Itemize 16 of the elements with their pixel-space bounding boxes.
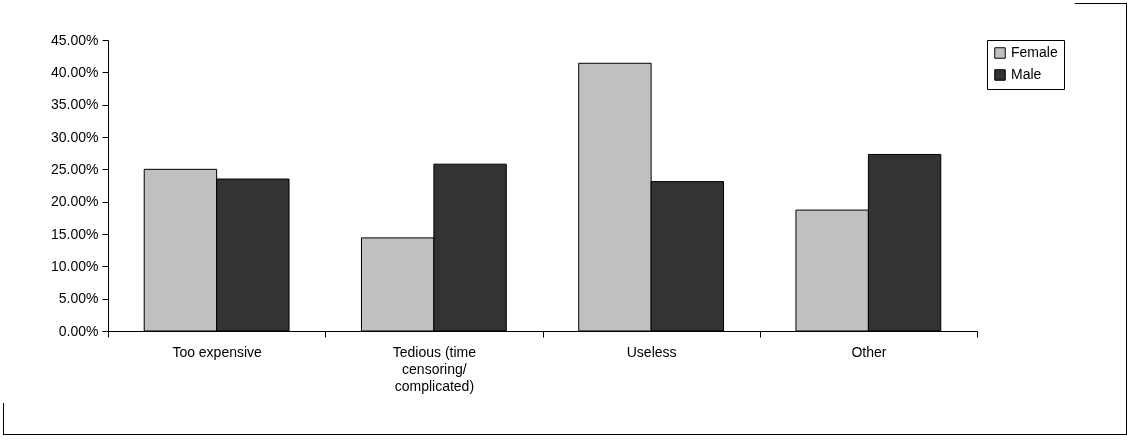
y-tick-label: 0.00%	[58, 322, 99, 339]
y-tick-label: 5.00%	[58, 290, 99, 307]
y-tick-label: 25.00%	[51, 160, 99, 177]
legend-label: Female	[1011, 44, 1058, 60]
x-tick-label: Useless	[626, 343, 677, 360]
x-tick-label: Other	[851, 343, 887, 360]
y-tick-label: 45.00%	[51, 31, 99, 48]
y-tick-label: 35.00%	[51, 96, 99, 113]
y-tick-label: 30.00%	[51, 128, 99, 145]
y-tick-label: 20.00%	[51, 193, 99, 210]
x-tick-label: Too expensive	[172, 343, 263, 360]
y-tick-label: 10.00%	[51, 257, 99, 274]
legend-label: Male	[1011, 66, 1042, 82]
y-tick-label: 40.00%	[51, 63, 99, 80]
x-tick-label: Tedious (time censoring/ complicated)	[392, 343, 477, 394]
y-tick-label: 15.00%	[51, 225, 99, 242]
